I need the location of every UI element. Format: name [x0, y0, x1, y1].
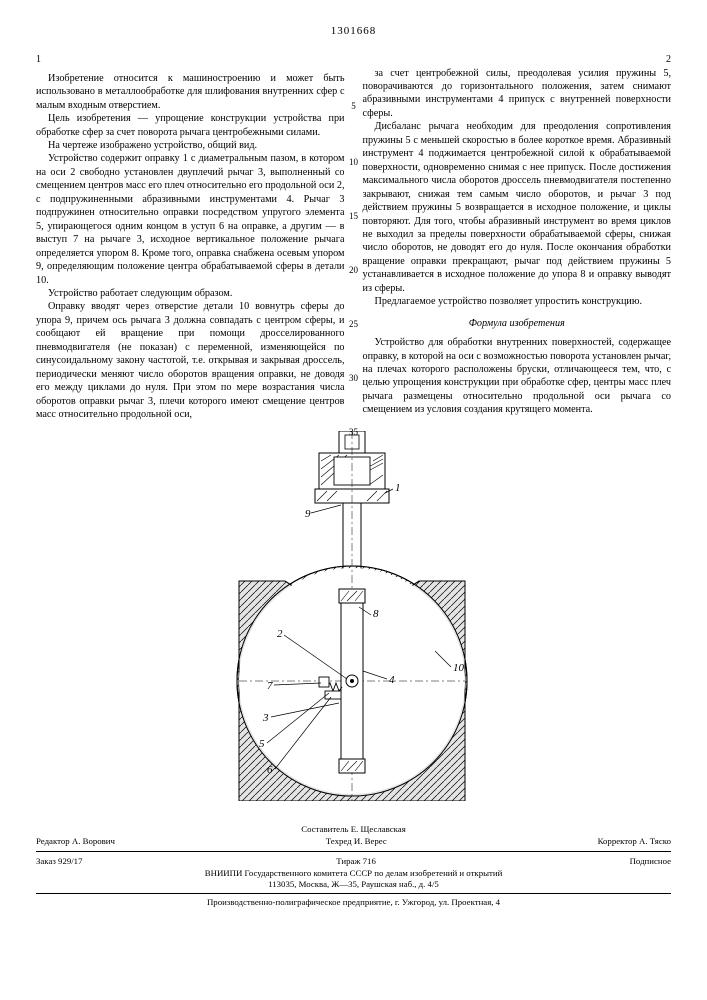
technical-drawing: 9 1 [36, 431, 671, 805]
paragraph: за счет центробежной силы, преодолевая у… [363, 67, 672, 121]
paragraph: Дисбаланс рычага необходим для преодолен… [363, 120, 672, 295]
paragraph: На чертеже изображено устройство, общий … [36, 139, 345, 152]
line-marker: 25 [349, 319, 358, 331]
footer-tirazh: Тираж 716 [336, 856, 376, 867]
footer-subscription: Подписное [630, 856, 671, 867]
diagram-label-7: 7 [267, 680, 273, 692]
formula-title: Формула изобретения [363, 317, 672, 330]
footer-address: 113035, Москва, Ж—35, Раушская наб., д. … [36, 879, 671, 890]
paragraph: Оправку вводят через отверстие детали 10… [36, 300, 345, 421]
footer: Составитель Е. Щеславская Редактор А. Во… [36, 824, 671, 908]
diagram-label-1: 1 [395, 482, 401, 494]
diagram-label-9: 9 [305, 508, 311, 520]
paragraph: Устройство для обработки внутренних пове… [363, 336, 672, 417]
paragraph: Устройство работает следующим образом. [36, 287, 345, 300]
column-right: 2 за счет центробежной силы, преодолевая… [363, 53, 672, 422]
patent-number: 1301668 [36, 24, 671, 39]
text-columns: 5 10 15 20 25 30 35 1 Изобретение относи… [36, 53, 671, 422]
footer-techred: Техред И. Верес [326, 836, 387, 847]
line-marker: 10 [349, 157, 358, 169]
footer-editor: Редактор А. Ворович [36, 836, 115, 847]
paragraph: Изобретение относится к машиностроению и… [36, 72, 345, 112]
footer-corrector: Корректор А. Тяско [598, 836, 671, 847]
footer-order: Заказ 929/17 [36, 856, 82, 867]
line-marker: 35 [349, 427, 358, 439]
footer-compiler: Составитель Е. Щеславская [36, 824, 671, 835]
diagram-label-3: 3 [262, 712, 269, 724]
line-marker: 30 [349, 373, 358, 385]
diagram-label-5: 5 [259, 738, 265, 750]
diagram-label-8: 8 [373, 608, 379, 620]
paragraph: Предлагаемое устройство позволяет упрост… [363, 295, 672, 308]
footer-production: Производственно-полиграфическое предприя… [36, 897, 671, 908]
line-marker: 5 [351, 101, 356, 113]
page-number-right: 2 [666, 53, 671, 66]
page-number-left: 1 [36, 53, 345, 66]
diagram-label-2: 2 [277, 628, 283, 640]
line-marker: 20 [349, 265, 358, 277]
footer-org: ВНИИПИ Государственного комитета СССР по… [36, 868, 671, 879]
column-left: 1 Изобретение относится к машиностроению… [36, 53, 345, 422]
line-marker: 15 [349, 211, 358, 223]
diagram-label-6: 6 [267, 764, 273, 776]
diagram-label-4: 4 [389, 674, 395, 686]
paragraph: Цель изобретения — упрощение конструкции… [36, 112, 345, 139]
diagram-svg: 9 1 [199, 431, 509, 801]
paragraph: Устройство содержит оправку 1 с диаметра… [36, 152, 345, 287]
diagram-label-10: 10 [453, 662, 465, 674]
